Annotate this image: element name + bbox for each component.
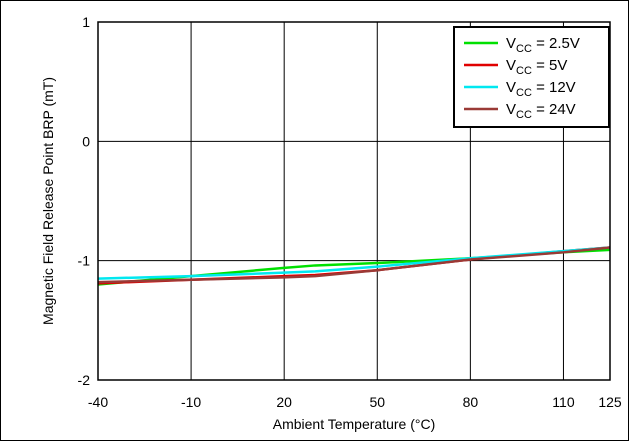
y-tick-label: 1 bbox=[82, 14, 90, 30]
series-line bbox=[97, 246, 611, 284]
x-tick-label: 50 bbox=[369, 394, 385, 410]
x-tick-label: -40 bbox=[88, 394, 108, 410]
x-tick-label: 125 bbox=[598, 394, 622, 410]
y-tick-label: -1 bbox=[78, 253, 91, 269]
legend-entry: VCC = 2.5V bbox=[506, 35, 580, 55]
y-tick-label: 0 bbox=[82, 133, 90, 149]
x-tick-label: 110 bbox=[552, 394, 575, 410]
y-tick-label: -2 bbox=[78, 372, 91, 388]
x-tick-label: 80 bbox=[463, 394, 479, 410]
legend-entry: VCC = 12V bbox=[506, 79, 576, 99]
plot-border bbox=[97, 21, 611, 381]
legend-entry: VCC = 24V bbox=[506, 101, 576, 121]
series-group bbox=[97, 246, 611, 286]
x-tick-label: -10 bbox=[181, 394, 201, 410]
y-axis-label: Magnetic Field Release Point BRP (mT) bbox=[40, 77, 56, 325]
x-tick-label: 20 bbox=[276, 394, 292, 410]
x-axis-label: Ambient Temperature (°C) bbox=[273, 416, 436, 432]
legend-entry: VCC = 5V bbox=[506, 57, 567, 77]
x-tick-labels: -40 -10 20 50 80 110 125 bbox=[88, 394, 622, 410]
y-tick-labels: -2 -1 0 1 bbox=[78, 14, 91, 388]
